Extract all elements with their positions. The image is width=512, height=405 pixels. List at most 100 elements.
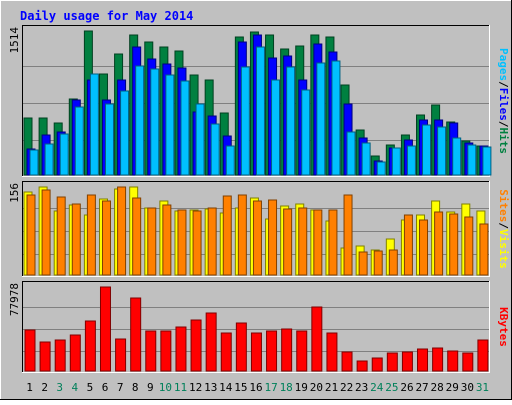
x-tick-label-day-31: 31 bbox=[476, 381, 489, 394]
bar-pages-day-30 bbox=[467, 144, 477, 176]
bar-sites-day-10 bbox=[162, 204, 172, 276]
bar-kbytes-day-15 bbox=[235, 322, 247, 372]
x-tick-label-day-25: 25 bbox=[385, 381, 398, 394]
bar-pages-day-4 bbox=[74, 106, 84, 176]
y-axis-label: Pages/Files/Hits bbox=[497, 48, 510, 154]
bar-pages-day-5 bbox=[89, 73, 99, 176]
bar-kbytes-day-13 bbox=[205, 312, 217, 372]
bar-pages-day-26 bbox=[406, 145, 416, 176]
bar-kbytes-day-3 bbox=[54, 339, 66, 372]
x-tick-label-day-23: 23 bbox=[355, 381, 368, 394]
bar-sites-day-26 bbox=[403, 214, 413, 276]
y-label-separator: / bbox=[497, 121, 510, 128]
bar-sites-day-28 bbox=[434, 211, 444, 276]
bar-pages-day-29 bbox=[452, 137, 462, 176]
bar-kbytes-day-7 bbox=[115, 338, 127, 372]
x-tick-label-day-22: 22 bbox=[340, 381, 353, 394]
bar-kbytes-day-19 bbox=[296, 330, 308, 372]
x-tick-label-day-14: 14 bbox=[219, 381, 233, 394]
bar-pages-day-14 bbox=[225, 145, 235, 176]
bar-sites-day-7 bbox=[117, 186, 127, 276]
bar-sites-day-5 bbox=[86, 194, 96, 276]
bar-kbytes-day-28 bbox=[432, 347, 444, 372]
bar-kbytes-day-26 bbox=[401, 351, 413, 372]
bar-kbytes-day-24 bbox=[371, 357, 383, 372]
bar-sites-day-12 bbox=[192, 210, 202, 276]
x-tick-label-day-12: 12 bbox=[189, 381, 202, 394]
y-label-files: Files bbox=[497, 88, 510, 121]
bar-pages-day-8 bbox=[135, 65, 145, 176]
x-tick-label-day-15: 15 bbox=[234, 381, 247, 394]
x-tick-label-day-6: 6 bbox=[102, 381, 109, 394]
bar-sites-day-1 bbox=[26, 194, 36, 276]
bar-pages-day-21 bbox=[331, 60, 341, 176]
x-tick-label-day-13: 13 bbox=[204, 381, 217, 394]
bar-kbytes-day-23 bbox=[356, 360, 368, 372]
x-tick-label-day-7: 7 bbox=[117, 381, 124, 394]
bar-sites-day-14 bbox=[222, 195, 232, 276]
bar-sites-day-3 bbox=[56, 196, 66, 276]
x-tick-label-day-17: 17 bbox=[264, 381, 277, 394]
bar-pages-day-17 bbox=[271, 79, 281, 176]
bar-kbytes-day-17 bbox=[266, 330, 278, 372]
bar-pages-day-10 bbox=[165, 74, 175, 176]
bar-sites-day-21 bbox=[328, 209, 338, 276]
x-tick-label-day-20: 20 bbox=[310, 381, 323, 394]
x-tick-label-day-11: 11 bbox=[174, 381, 187, 394]
bar-pages-day-3 bbox=[59, 133, 69, 176]
panel-middle: 156 Sites/Visits bbox=[8, 181, 510, 277]
bar-kbytes-day-1 bbox=[24, 329, 36, 372]
bar-kbytes-day-8 bbox=[130, 297, 142, 372]
x-tick-label-day-30: 30 bbox=[461, 381, 474, 394]
bar-kbytes-day-16 bbox=[250, 332, 262, 372]
bar-sites-day-23 bbox=[358, 251, 368, 276]
y-label-kbytes: KBytes bbox=[497, 307, 510, 347]
bar-sites-day-24 bbox=[373, 250, 383, 276]
chart-title: Daily usage for May 2014 bbox=[20, 9, 193, 23]
series-sites bbox=[26, 186, 489, 276]
bar-pages-day-20 bbox=[316, 62, 326, 176]
bar-sites-day-8 bbox=[132, 197, 142, 276]
bar-kbytes-day-20 bbox=[311, 306, 323, 372]
x-tick-label-day-9: 9 bbox=[147, 381, 154, 394]
bar-sites-day-29 bbox=[449, 213, 459, 276]
y-max-label: 156 bbox=[8, 183, 21, 203]
bar-pages-day-2 bbox=[44, 143, 54, 176]
bar-pages-day-6 bbox=[104, 103, 114, 176]
bar-kbytes-day-2 bbox=[39, 341, 51, 372]
bar-sites-day-18 bbox=[283, 208, 293, 276]
y-axis-label: KBytes bbox=[497, 307, 510, 347]
y-label-sites: Sites bbox=[497, 189, 510, 222]
bar-sites-day-27 bbox=[419, 219, 429, 276]
bar-pages-day-23 bbox=[361, 142, 371, 176]
x-tick-label-day-28: 28 bbox=[431, 381, 444, 394]
bar-sites-day-6 bbox=[101, 200, 111, 276]
bar-kbytes-day-18 bbox=[281, 328, 293, 372]
bar-kbytes-day-29 bbox=[447, 350, 459, 372]
bar-kbytes-day-21 bbox=[326, 332, 338, 372]
bar-kbytes-day-14 bbox=[220, 332, 232, 372]
bar-kbytes-day-11 bbox=[175, 326, 187, 372]
y-label-pages: Pages bbox=[497, 48, 510, 81]
x-tick-label-day-18: 18 bbox=[280, 381, 293, 394]
x-tick-label-day-2: 2 bbox=[41, 381, 48, 394]
bar-pages-day-27 bbox=[422, 124, 432, 176]
bar-kbytes-day-10 bbox=[160, 330, 172, 372]
x-tick-label-day-3: 3 bbox=[56, 381, 63, 394]
bar-pages-day-25 bbox=[391, 147, 401, 176]
bar-kbytes-day-12 bbox=[190, 319, 202, 372]
bar-kbytes-day-30 bbox=[462, 352, 474, 372]
bar-pages-day-7 bbox=[120, 90, 130, 176]
bar-pages-day-1 bbox=[29, 149, 39, 176]
x-tick-label-day-16: 16 bbox=[249, 381, 262, 394]
bar-sites-day-17 bbox=[268, 199, 278, 276]
bar-pages-day-28 bbox=[437, 126, 447, 176]
bar-kbytes-day-31 bbox=[477, 339, 489, 372]
bar-pages-day-15 bbox=[240, 66, 250, 176]
bar-pages-day-22 bbox=[346, 131, 356, 176]
panel-bottom: 77978 KBytes bbox=[8, 281, 510, 373]
x-tick-label-day-29: 29 bbox=[446, 381, 459, 394]
